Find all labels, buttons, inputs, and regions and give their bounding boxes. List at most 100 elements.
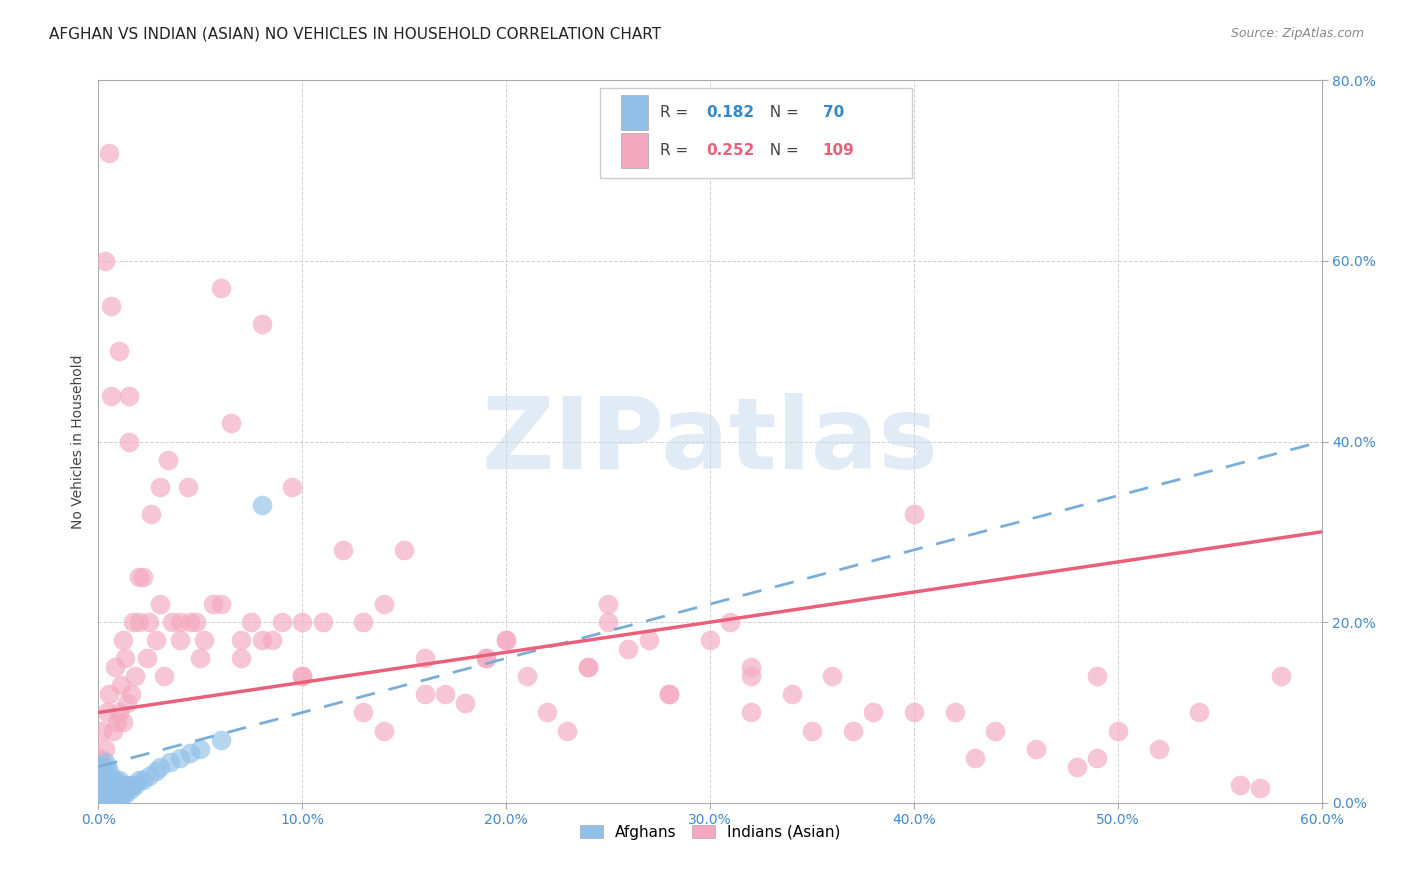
Point	[780, 687, 803, 701]
Point	[91, 723, 114, 738]
Point	[1188, 706, 1211, 720]
Point	[97, 687, 120, 701]
Point	[740, 669, 762, 683]
Point	[260, 633, 283, 648]
Point	[903, 507, 925, 521]
Point	[658, 687, 681, 701]
Point	[108, 344, 131, 359]
Point	[699, 633, 721, 648]
Point	[141, 507, 163, 521]
FancyBboxPatch shape	[600, 87, 912, 178]
Point	[100, 787, 122, 801]
Point	[179, 746, 201, 760]
Point	[108, 773, 131, 788]
Point	[1066, 760, 1088, 774]
Point	[159, 755, 181, 769]
Point	[231, 633, 253, 648]
Point	[101, 723, 124, 738]
Point	[373, 723, 395, 738]
Point	[114, 651, 136, 665]
Point	[89, 764, 111, 779]
Point	[186, 615, 208, 630]
Point	[138, 615, 160, 630]
Point	[101, 773, 124, 788]
Point	[156, 452, 179, 467]
Point	[100, 791, 122, 805]
Text: R =: R =	[659, 105, 693, 120]
Point	[93, 787, 115, 801]
Point	[114, 787, 136, 801]
Point	[312, 615, 335, 630]
Point	[96, 782, 118, 797]
Point	[105, 714, 128, 729]
Point	[89, 778, 111, 792]
Point	[89, 773, 111, 788]
Text: AFGHAN VS INDIAN (ASIAN) NO VEHICLES IN HOUSEHOLD CORRELATION CHART: AFGHAN VS INDIAN (ASIAN) NO VEHICLES IN …	[49, 27, 661, 42]
Bar	[620, 95, 648, 130]
Point	[454, 697, 477, 711]
Point	[149, 597, 172, 611]
Point	[240, 615, 263, 630]
Point	[111, 714, 134, 729]
Point	[188, 741, 212, 756]
Text: N =: N =	[761, 143, 804, 158]
Point	[1107, 723, 1129, 738]
Point	[576, 660, 599, 674]
Point	[188, 651, 212, 665]
Point	[373, 597, 395, 611]
Text: N =: N =	[761, 105, 804, 120]
Point	[598, 615, 620, 630]
Point	[115, 697, 138, 711]
Point	[122, 615, 145, 630]
Y-axis label: No Vehicles in Household: No Vehicles in Household	[70, 354, 84, 529]
Point	[474, 651, 498, 665]
Point	[89, 782, 111, 797]
Point	[115, 782, 138, 797]
Point	[1025, 741, 1047, 756]
Point	[160, 615, 183, 630]
Point	[250, 317, 273, 331]
Point	[96, 706, 118, 720]
Point	[169, 750, 191, 764]
Point	[97, 782, 120, 797]
Point	[352, 615, 374, 630]
Point	[97, 778, 120, 792]
Point	[89, 769, 111, 783]
Point	[128, 615, 150, 630]
Point	[177, 480, 200, 494]
Point	[97, 145, 120, 160]
Point	[89, 791, 111, 805]
Point	[179, 615, 201, 630]
Point	[1249, 781, 1271, 796]
Point	[201, 597, 224, 611]
Point	[152, 669, 174, 683]
Point	[108, 782, 131, 797]
Point	[149, 480, 172, 494]
Point	[332, 542, 354, 557]
Text: Source: ZipAtlas.com: Source: ZipAtlas.com	[1230, 27, 1364, 40]
Point	[132, 773, 155, 788]
Point	[145, 633, 167, 648]
Point	[209, 597, 232, 611]
Point	[118, 389, 141, 403]
Point	[118, 778, 141, 792]
Point	[291, 669, 314, 683]
Text: ZIPatlas: ZIPatlas	[482, 393, 938, 490]
Point	[89, 760, 111, 774]
Point	[108, 706, 131, 720]
Point	[111, 633, 134, 648]
Point	[93, 769, 115, 783]
Bar	[620, 133, 648, 168]
Point	[93, 773, 115, 788]
Point	[352, 706, 374, 720]
Point	[93, 778, 115, 792]
Point	[984, 723, 1007, 738]
Point	[97, 787, 120, 801]
Point	[110, 778, 132, 792]
Point	[145, 764, 167, 779]
Point	[96, 760, 118, 774]
Point	[495, 633, 517, 648]
Text: 0.182: 0.182	[706, 105, 755, 120]
Text: 70: 70	[823, 105, 844, 120]
Point	[740, 706, 762, 720]
